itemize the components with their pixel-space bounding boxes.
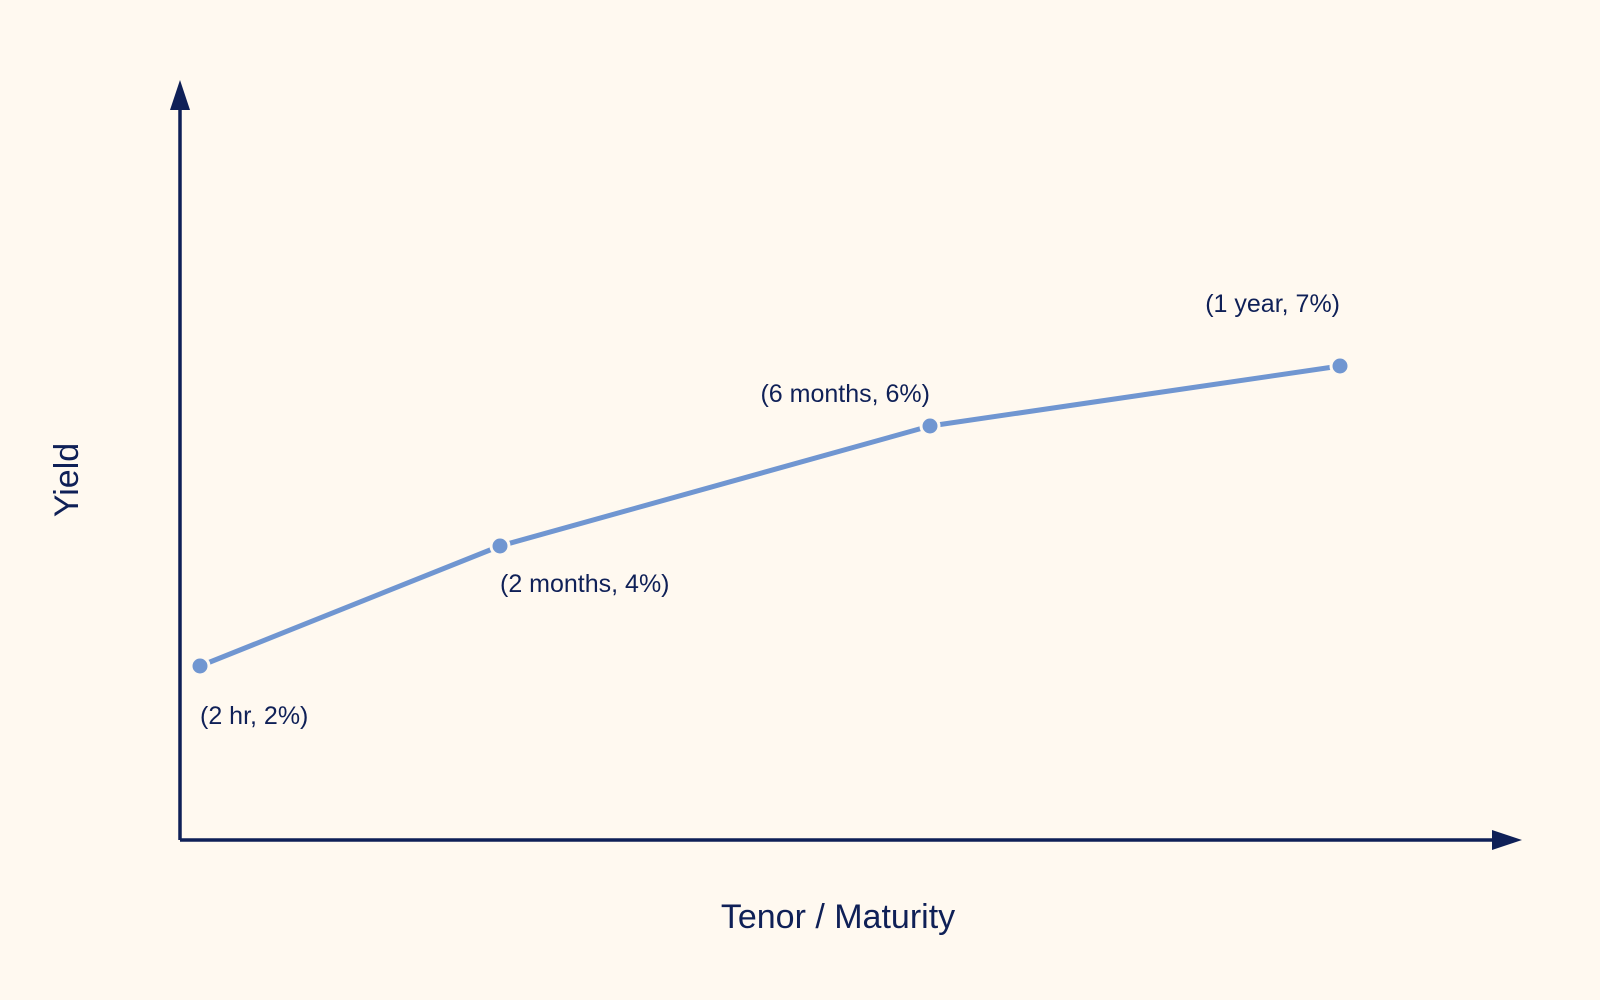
y-axis-title: Yield [48,443,86,517]
data-point [1329,355,1351,377]
data-point [489,535,511,557]
data-label: (2 months, 4%) [500,570,670,598]
series-layer: (2 hr, 2%) (2 months, 4%) (6 months, 6%) (1… [189,290,1351,730]
data-label: (2 hr, 2%) [200,702,308,730]
data-point [189,655,211,677]
x-axis-arrow [1492,830,1522,850]
data-point [919,415,941,437]
data-label: (1 year, 7%) [1205,290,1340,318]
x-axis-title: Tenor / Maturity [721,898,955,936]
data-label: (6 months, 6%) [760,380,930,408]
y-axis-arrow [170,80,190,110]
yield-series-line [197,363,1343,669]
